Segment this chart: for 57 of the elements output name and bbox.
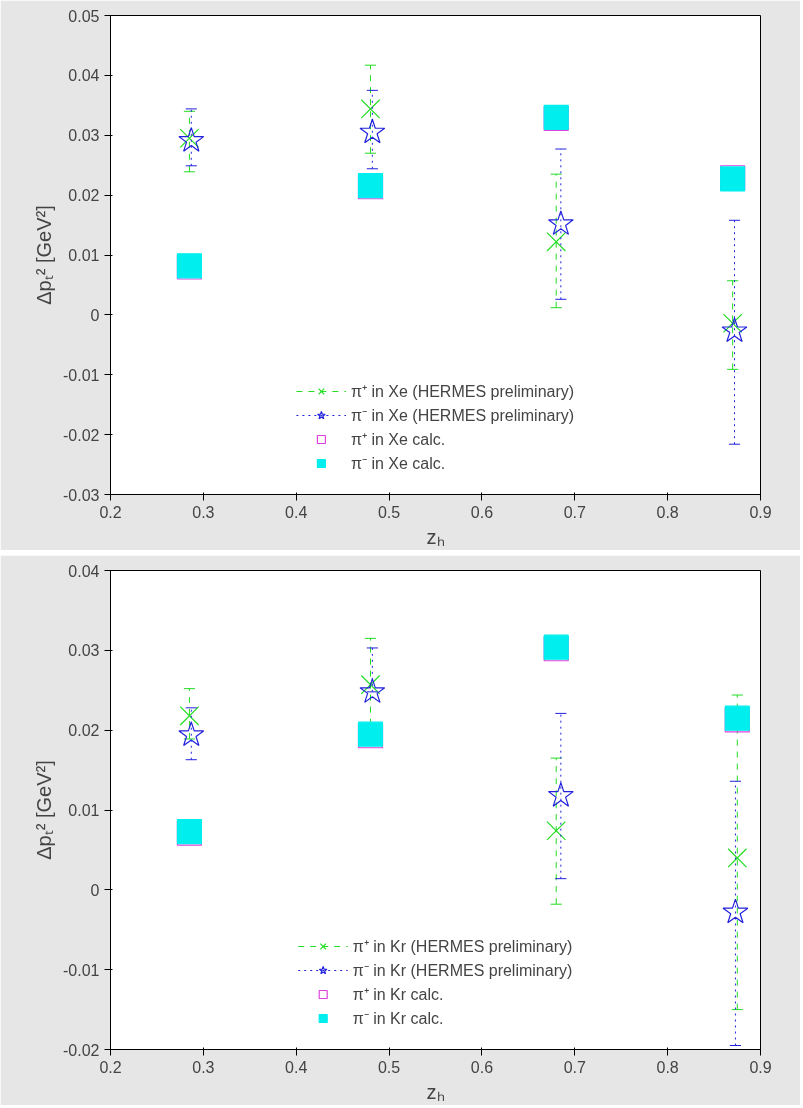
point xyxy=(722,898,749,924)
point xyxy=(546,820,567,841)
y-tick-label: 0.02 xyxy=(68,722,100,740)
y-tick-label: 0.04 xyxy=(68,562,100,580)
y-tick-label: 0.04 xyxy=(68,67,100,85)
x-axis-title: zₕ xyxy=(426,525,445,548)
point xyxy=(178,721,205,747)
legend-label: π⁻ in Xe calc. xyxy=(350,454,446,474)
legend-label: π⁺ in Kr calc. xyxy=(352,985,444,1005)
x-tick-label: 0.8 xyxy=(656,503,679,521)
x-tick-label: 0.8 xyxy=(656,1058,679,1076)
y-tick-label: -0.02 xyxy=(63,1041,100,1059)
y-tick-label: 0.03 xyxy=(68,642,100,660)
point xyxy=(546,232,567,252)
y-tick-label: 0.01 xyxy=(68,802,100,819)
x-tick-label: 0.5 xyxy=(377,1058,401,1076)
point xyxy=(178,127,205,152)
y-tick-label: -0.03 xyxy=(63,486,100,504)
y-axis-title: Δpₜ² [GeV²] xyxy=(33,205,56,305)
point xyxy=(179,706,200,726)
point xyxy=(727,848,748,868)
legend-label: π⁻ in Kr calc. xyxy=(352,1009,444,1029)
x-tick-label: 0.6 xyxy=(470,1058,494,1076)
point xyxy=(360,99,381,119)
point xyxy=(547,210,574,235)
y-tick-label: -0.01 xyxy=(63,961,100,979)
point xyxy=(359,118,386,144)
x-tick-label: 0.7 xyxy=(563,1058,587,1076)
y-tick-label: -0.02 xyxy=(63,426,100,444)
y-tick-label: 0.02 xyxy=(68,187,100,205)
y-tick-label: -0.01 xyxy=(63,366,100,384)
y-tick-label: 0 xyxy=(90,306,100,324)
x-tick-label: 0.9 xyxy=(749,503,772,521)
x-tick-label: 0.3 xyxy=(192,1058,215,1076)
x-tick-label: 0.4 xyxy=(285,1058,308,1076)
y-tick-label: 0 xyxy=(90,881,100,899)
x-tick-label: 0.5 xyxy=(377,503,401,521)
legend-label: π⁺ in Xe calc. xyxy=(350,430,446,450)
y-axis-title: Δpₜ² [GeV²] xyxy=(33,760,56,860)
x-tick-label: 0.2 xyxy=(99,1058,122,1076)
legend-label: π⁻ in Kr (HERMES preliminary) xyxy=(352,961,573,981)
x-tick-label: 0.4 xyxy=(285,503,308,521)
point xyxy=(359,678,386,703)
y-tick-label: 0.05 xyxy=(68,7,100,25)
legend-label: π⁻ in Xe (HERMES preliminary) xyxy=(350,406,575,426)
y-tick-label: 0.03 xyxy=(68,127,100,145)
legend-label: π⁺ in Xe (HERMES preliminary) xyxy=(350,382,575,402)
x-tick-label: 0.6 xyxy=(470,503,494,521)
y-tick-label: 0.01 xyxy=(68,247,100,264)
point xyxy=(547,782,574,807)
x-axis-title: zₕ xyxy=(426,1080,445,1103)
x-tick-label: 0.3 xyxy=(192,503,215,521)
point xyxy=(721,317,748,343)
x-tick-label: 0.2 xyxy=(99,503,122,521)
legend-label: π⁺ in Kr (HERMES preliminary) xyxy=(352,937,573,957)
x-tick-label: 0.9 xyxy=(749,1058,772,1076)
x-tick-label: 0.7 xyxy=(563,503,587,521)
